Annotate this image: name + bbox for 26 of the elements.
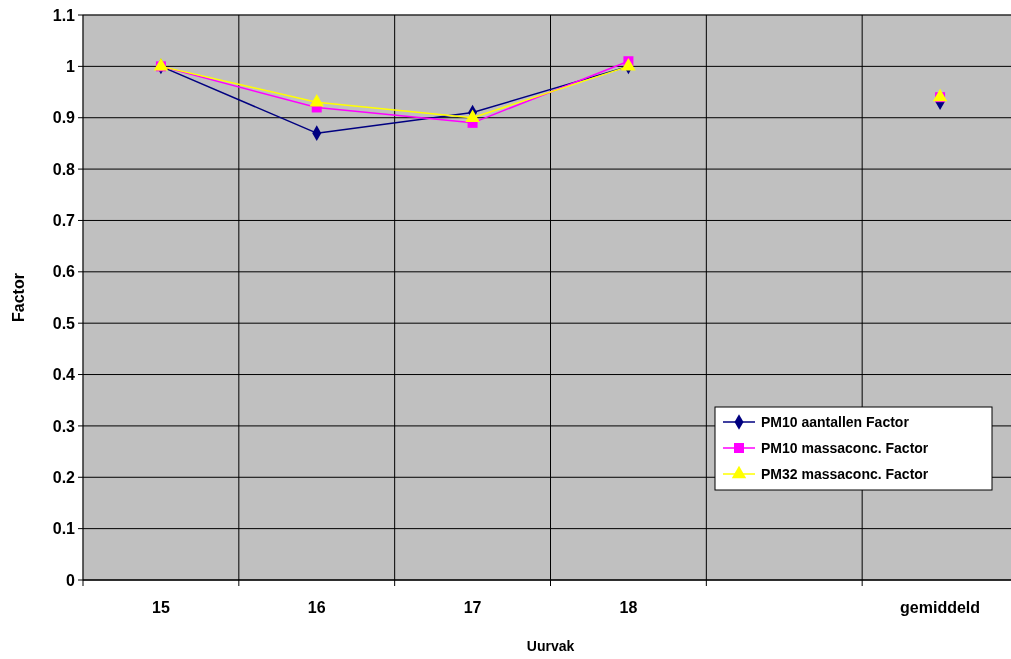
y-axis-title: Factor [10, 273, 27, 322]
y-tick-label: 0.6 [52, 263, 76, 281]
x-tick-label: gemiddeld [900, 599, 981, 616]
x-axis-title: Uurvak [526, 638, 575, 654]
y-tick-label: 0.7 [52, 212, 76, 230]
y-tick-label: 1 [66, 57, 76, 75]
point [621, 58, 636, 71]
x-tick-label: 15 [152, 599, 170, 616]
y-tick-label: 0.8 [52, 160, 76, 178]
x-tick-label: 18 [619, 599, 638, 616]
point [465, 109, 480, 122]
y-tick-label: 0.9 [52, 109, 76, 127]
legend-label: PM10 massaconc. Factor [761, 439, 929, 456]
y-tick-label: 0.4 [52, 366, 76, 384]
legend-label: PM32 massaconc. Factor [761, 465, 929, 482]
legend-label: PM10 aantallen Factor [761, 413, 910, 430]
y-tick-label: 0.3 [52, 417, 76, 435]
y-tick-label: 0 [66, 571, 76, 589]
y-tick-label: 0.2 [52, 468, 76, 486]
point [309, 93, 324, 107]
point [932, 88, 948, 102]
y-tick-label: 0.5 [52, 314, 76, 332]
y-tick-label: 1.1 [52, 6, 76, 24]
x-tick-label: 16 [307, 599, 326, 616]
y-tick-label: 0.1 [52, 520, 76, 538]
x-tick-label: 17 [463, 599, 482, 616]
